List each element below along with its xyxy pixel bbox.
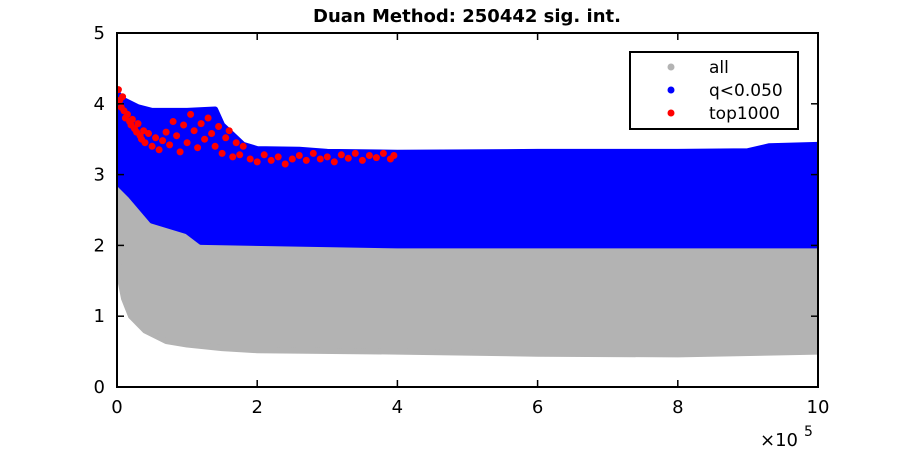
x-multiplier-exponent: 5 — [804, 424, 813, 440]
point-top1000 — [358, 156, 366, 164]
y-tick-label: 4 — [94, 94, 105, 115]
point-top1000 — [229, 153, 237, 161]
point-top1000 — [124, 110, 131, 118]
point-top1000 — [267, 156, 275, 164]
y-tick-label: 1 — [94, 306, 105, 327]
point-top1000 — [323, 153, 331, 161]
y-tick-label: 3 — [94, 165, 105, 186]
point-top1000 — [351, 149, 359, 157]
point-top1000 — [295, 152, 303, 159]
point-top1000 — [141, 139, 149, 147]
point-top1000 — [218, 149, 226, 157]
legend-marker-top1000 — [667, 109, 675, 117]
point-top1000 — [119, 93, 127, 101]
x-multiplier: ×10 5 — [760, 424, 813, 450]
legend-label-top1000: top1000 — [709, 104, 780, 124]
point-top1000 — [337, 151, 345, 159]
point-top1000 — [162, 128, 170, 136]
point-top1000 — [173, 132, 181, 140]
point-top1000 — [309, 149, 317, 157]
series-band-q-0-050 — [117, 90, 818, 249]
x-tick-label: 10 — [807, 397, 830, 418]
point-top1000 — [166, 141, 174, 149]
point-top1000 — [190, 127, 198, 135]
legend-label-all: all — [709, 58, 729, 78]
point-top1000 — [232, 139, 240, 147]
point-top1000 — [197, 120, 205, 128]
point-top1000 — [316, 155, 324, 163]
point-top1000 — [148, 142, 156, 150]
series-layer — [117, 86, 818, 358]
legend-marker-all — [667, 63, 675, 71]
point-top1000 — [128, 115, 136, 123]
point-top1000 — [194, 144, 202, 152]
legend-marker-q — [667, 86, 675, 94]
x-multiplier-base: ×10 — [760, 430, 798, 450]
point-top1000 — [204, 114, 212, 122]
x-tick-label: 4 — [392, 397, 403, 418]
y-tick-label: 0 — [94, 377, 105, 398]
point-top1000 — [222, 134, 230, 142]
point-top1000 — [211, 142, 219, 150]
point-top1000 — [208, 130, 216, 137]
point-top1000 — [372, 154, 380, 162]
legend: all q<0.050 top1000 — [629, 51, 799, 130]
point-top1000 — [180, 121, 188, 129]
plot-frame — [116, 32, 819, 388]
point-top1000 — [274, 153, 282, 161]
point-top1000 — [201, 135, 209, 143]
point-top1000 — [187, 110, 195, 118]
point-top1000 — [379, 149, 387, 157]
chart-title: Duan Method: 250442 sig. int. — [313, 6, 621, 27]
point-top1000 — [169, 118, 177, 125]
y-tick-label: 2 — [94, 235, 105, 256]
point-top1000 — [225, 127, 233, 135]
point-top1000 — [215, 123, 223, 130]
legend-box — [629, 51, 799, 130]
point-top1000 — [288, 155, 296, 163]
axis-layer: 0 2 4 6 8 10 0 1 2 3 4 5 — [94, 23, 830, 418]
point-top1000 — [253, 158, 261, 166]
series-points-top1000 — [117, 86, 398, 168]
point-top1000 — [365, 152, 373, 159]
point-top1000 — [246, 155, 254, 163]
point-top1000 — [302, 156, 310, 164]
point-top1000 — [176, 148, 184, 156]
point-top1000 — [152, 134, 160, 142]
y-tick-label: 5 — [94, 23, 105, 44]
point-top1000 — [344, 154, 352, 162]
x-tick-label: 6 — [532, 397, 543, 418]
point-top1000 — [260, 151, 268, 159]
point-top1000 — [183, 139, 191, 147]
x-tick-label: 0 — [111, 397, 122, 418]
point-top1000 — [159, 137, 167, 145]
point-top1000 — [330, 158, 338, 166]
point-top1000 — [281, 160, 289, 168]
point-top1000 — [145, 130, 152, 137]
x-tick-label: 8 — [672, 397, 683, 418]
point-top1000 — [134, 120, 142, 128]
legend-label-q: q<0.050 — [709, 81, 783, 101]
point-top1000 — [117, 86, 122, 94]
point-top1000 — [239, 142, 247, 150]
point-top1000 — [390, 152, 398, 159]
point-top1000 — [155, 146, 163, 154]
point-top1000 — [236, 151, 244, 159]
x-tick-label: 2 — [251, 397, 262, 418]
